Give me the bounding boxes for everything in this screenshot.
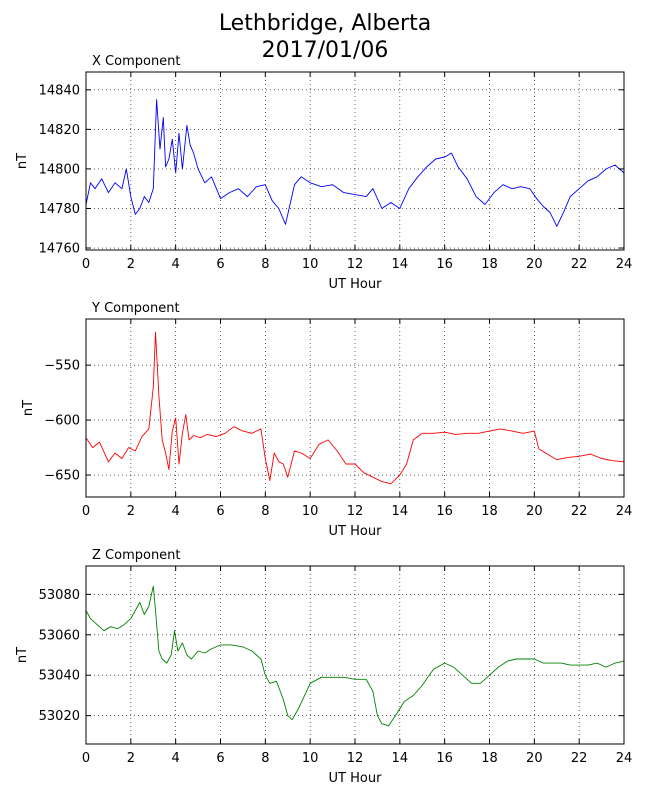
panel-1-ylabel: nT (15, 153, 30, 169)
panel-3-xtick-label-10: 20 (526, 751, 543, 766)
panel-2-xtick-label-5: 10 (302, 504, 319, 519)
panel-3-xlabel: UT Hour (329, 771, 383, 786)
panel-2-ylabel: nT (21, 400, 36, 416)
panel-1-xtick-label-5: 10 (302, 257, 319, 272)
panel-2-ytick-label-2: −550 (44, 359, 80, 374)
panel-1-series-line (85, 99, 625, 227)
panel-1-ytick-label-3: 14820 (39, 123, 80, 138)
panel-3-ylabel: nT (15, 647, 30, 663)
panel-2-xtick-label-1: 2 (127, 504, 135, 519)
panel-3-xtick-label-3: 6 (216, 751, 224, 766)
panel-3-ytick-label-1: 53040 (39, 669, 80, 684)
panel-3-ytick-label-2: 53060 (39, 628, 80, 643)
panel-1-xtick-label-2: 4 (172, 257, 180, 272)
panel-2-xtick-label-0: 0 (82, 504, 90, 519)
panel-1-xtick-label-0: 0 (82, 257, 90, 272)
panel-3-xtick-label-9: 18 (481, 751, 498, 766)
panel-2-xtick-label-3: 6 (216, 504, 224, 519)
figure-title-line2: 2017/01/06 (261, 38, 389, 63)
panel-2-title: Y Component (91, 301, 180, 316)
panel-3-xtick-label-5: 10 (302, 751, 319, 766)
panel-1-xtick-label-6: 12 (347, 257, 364, 272)
panel-3-xtick-label-0: 0 (82, 751, 90, 766)
panel-2-xtick-label-11: 22 (571, 504, 588, 519)
panel-1-xtick-label-8: 16 (436, 257, 453, 272)
panel-3-xtick-label-2: 4 (172, 751, 180, 766)
panel-3-ytick-label-0: 53020 (39, 709, 80, 724)
panel-2-xtick-label-2: 4 (172, 504, 180, 519)
panel-1-xtick-label-1: 2 (127, 257, 135, 272)
panel-1-ytick-label-4: 14840 (39, 83, 80, 98)
panel-3-xtick-label-12: 24 (616, 751, 633, 766)
panel-3-title: Z Component (92, 548, 181, 563)
panel-1-xtick-label-4: 8 (261, 257, 269, 272)
panel-3-xtick-label-1: 2 (127, 751, 135, 766)
panel-2-series-line (85, 331, 625, 485)
panel-2-ytick-label-1: −600 (44, 414, 80, 429)
panel-1-ytick-label-2: 14800 (39, 162, 80, 177)
panel-2-xtick-label-4: 8 (261, 504, 269, 519)
panel-1-xtick-label-11: 22 (571, 257, 588, 272)
panel-2-xtick-label-7: 14 (392, 504, 409, 519)
panel-1-xtick-label-10: 20 (526, 257, 543, 272)
panel-1-xtick-label-12: 24 (616, 257, 633, 272)
panel-1-xlabel: UT Hour (329, 277, 383, 292)
panel-1-title: X Component (92, 54, 181, 69)
panel-1-ytick-label-1: 14780 (39, 202, 80, 217)
panel-3-ytick-label-3: 53080 (39, 588, 80, 603)
panel-1-xtick-label-3: 6 (216, 257, 224, 272)
panel-2-xtick-label-8: 16 (436, 504, 453, 519)
panel-2-ytick-label-0: −650 (44, 469, 80, 484)
panel-1-xtick-label-9: 18 (481, 257, 498, 272)
panel-3-xtick-label-6: 12 (347, 751, 364, 766)
panel-2-xtick-label-6: 12 (347, 504, 364, 519)
panel-2-xlabel: UT Hour (329, 524, 383, 539)
panel-3-xtick-label-11: 22 (571, 751, 588, 766)
panel-3-series-line (85, 585, 625, 727)
panel-3-xtick-label-7: 14 (392, 751, 409, 766)
panel-2-xtick-label-10: 20 (526, 504, 543, 519)
figure-title-line1: Lethbridge, Alberta (218, 11, 432, 36)
panel-3-xtick-label-8: 16 (436, 751, 453, 766)
panel-1-xtick-label-7: 14 (392, 257, 409, 272)
panel-3-xtick-label-4: 8 (261, 751, 269, 766)
panel-1-ytick-label-0: 14760 (39, 242, 80, 257)
figure-title: Lethbridge, Alberta 2017/01/06 (0, 10, 650, 64)
panel-2-xtick-label-12: 24 (616, 504, 633, 519)
panel-2-xtick-label-9: 18 (481, 504, 498, 519)
